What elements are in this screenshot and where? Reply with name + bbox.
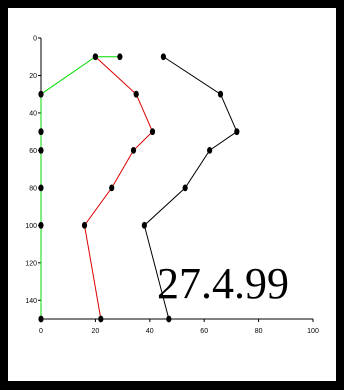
y-tick-label: 20 xyxy=(29,73,37,80)
data-point xyxy=(38,147,44,154)
series-line xyxy=(40,56,120,319)
data-point xyxy=(38,128,44,136)
data-point xyxy=(160,53,166,61)
series-group xyxy=(38,53,240,323)
series-3 xyxy=(141,53,240,323)
series-line xyxy=(83,56,154,320)
data-point xyxy=(109,184,115,192)
y-tick-label: 0 xyxy=(33,36,37,43)
data-point xyxy=(234,128,240,136)
data-point xyxy=(166,315,172,323)
y-tick-label: 40 xyxy=(29,110,37,117)
data-point xyxy=(133,90,139,98)
date-annotation: 27.4.99 xyxy=(157,259,289,308)
data-point xyxy=(217,90,224,98)
data-point xyxy=(130,147,137,154)
data-point xyxy=(38,221,44,229)
plot-panel: 0 20 40 60 80 100 120 140 0 20 40 60 80 100 27.4.99 xyxy=(8,8,336,381)
x-tick-label: 80 xyxy=(255,328,263,335)
y-tick-label: 140 xyxy=(25,298,37,305)
x-tick-label: 100 xyxy=(307,328,319,335)
x-tick-label: 0 xyxy=(39,328,43,335)
data-point xyxy=(38,315,44,323)
data-point xyxy=(38,90,44,98)
data-point xyxy=(207,147,213,154)
y-tick-label: 80 xyxy=(29,185,37,192)
data-point xyxy=(81,221,88,229)
x-tick-label: 20 xyxy=(92,328,100,335)
x-tick-label: 40 xyxy=(146,328,154,335)
y-tick-label: 60 xyxy=(29,148,37,155)
data-point xyxy=(141,221,147,229)
data-point xyxy=(98,315,104,323)
y-tick-label: 100 xyxy=(25,223,37,230)
y-tick-label: 120 xyxy=(25,260,37,267)
depth-profile-chart: 0 20 40 60 80 100 120 140 0 20 40 60 80 100 27.4.99 xyxy=(25,36,319,336)
series-2 xyxy=(81,53,156,323)
data-point xyxy=(117,53,123,61)
x-tick-label: 60 xyxy=(200,328,208,335)
data-point xyxy=(149,128,156,136)
data-point xyxy=(38,184,44,192)
data-point xyxy=(92,53,98,61)
data-point xyxy=(182,184,188,192)
